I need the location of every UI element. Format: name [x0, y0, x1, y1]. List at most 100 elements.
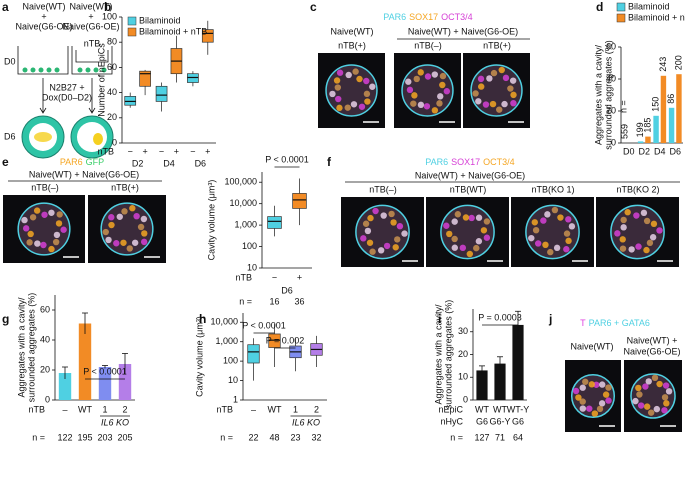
nucleus: [649, 234, 657, 241]
legend-label: Bilaminoid: [628, 1, 670, 11]
bar: [98, 367, 112, 400]
nucleus: [137, 223, 145, 231]
nucleus: [509, 77, 517, 84]
x-tick-label: D2: [638, 146, 650, 156]
nucleus: [462, 214, 470, 221]
cells: [22, 67, 107, 73]
box: [155, 85, 168, 102]
nucleus: [417, 69, 424, 76]
panel-letter: c: [310, 0, 317, 14]
nucleus: [588, 381, 595, 388]
nucleus: [557, 214, 564, 221]
nucleus: [551, 206, 559, 214]
y-tick-label: 20: [606, 105, 616, 115]
aggregate: [325, 64, 378, 117]
n-label: 71: [495, 432, 505, 442]
nucleus: [662, 382, 670, 389]
nucleus: [451, 235, 458, 243]
nucleus: [362, 220, 370, 227]
nucleus: [599, 381, 606, 388]
p-value: P < 0.0001: [83, 366, 127, 376]
nucleus: [108, 214, 115, 221]
nucleus: [489, 100, 497, 108]
nucleus: [596, 405, 604, 413]
n-label: 122: [57, 432, 72, 442]
nucleus: [563, 246, 570, 253]
well: [71, 46, 113, 75]
nucleus: [126, 245, 133, 252]
bar: [58, 373, 72, 400]
box: [187, 73, 199, 83]
n-label: 559: [619, 124, 629, 139]
bar: [653, 115, 659, 143]
nucleus: [410, 100, 417, 107]
nucleus: [113, 240, 120, 247]
nucleus: [417, 101, 425, 109]
y-tick-label: 100: [223, 356, 238, 366]
bar: [118, 364, 132, 400]
nucleus: [366, 239, 374, 246]
nucleus: [363, 90, 371, 98]
nucleus: [120, 239, 127, 246]
stain: PAR6: [60, 157, 83, 167]
nucleus: [53, 231, 61, 239]
n-label: 16: [269, 296, 279, 306]
nucleus: [459, 244, 467, 252]
nucleus: [439, 72, 447, 80]
nucleus: [619, 236, 626, 243]
x-tick-label: D2: [132, 158, 144, 168]
nucleus: [656, 227, 663, 234]
nucleus: [29, 214, 37, 221]
nucleus: [333, 77, 341, 84]
nucleus: [22, 225, 30, 232]
nucleus: [565, 216, 572, 223]
nucleus: [33, 207, 41, 214]
nucleus: [553, 244, 561, 252]
nucleus: [369, 248, 376, 255]
label: Naive(WT) + Naive(G6-OE): [408, 26, 518, 36]
nucleus: [544, 211, 551, 218]
nucleus: [619, 245, 627, 252]
row-label: nHyC: [440, 416, 463, 426]
nucleus: [102, 228, 109, 236]
bar: [660, 75, 667, 143]
n-label: 64: [513, 432, 523, 442]
nucleus: [406, 86, 414, 94]
row-label: nTB: [235, 272, 252, 282]
nucleus: [661, 407, 668, 414]
n-label: 185: [642, 118, 652, 133]
x-tick-label: WT: [475, 404, 489, 414]
y-tick-label: 60: [107, 62, 117, 72]
nucleus: [336, 69, 344, 76]
panel-letter: f: [327, 155, 332, 169]
x-tick-label: 1: [102, 404, 107, 414]
nucleus: [116, 213, 123, 220]
label: nTB(+): [483, 40, 511, 50]
nucleus: [121, 208, 128, 215]
label: D6: [4, 131, 16, 141]
group-label: IL6 KO: [101, 417, 129, 427]
nucleus: [380, 212, 387, 219]
legend-swatch: [127, 27, 137, 37]
n-label: 22: [248, 432, 258, 442]
y-tick-label: 100: [242, 241, 257, 251]
nucleus: [356, 75, 363, 83]
nucleus: [643, 246, 650, 254]
nucleus: [477, 75, 485, 83]
nucleus: [643, 217, 651, 225]
nucleus: [651, 374, 659, 382]
nucleus: [663, 400, 670, 407]
nucleus: [411, 92, 418, 99]
label: Naive(WT) + Naive(G6-OE): [415, 170, 525, 180]
x-tick-label: D4: [163, 158, 175, 168]
p-value: P < 0.0001: [265, 154, 309, 164]
y-tick-label: 0: [112, 137, 117, 147]
n-label: 205: [117, 432, 132, 442]
nucleus: [647, 409, 655, 416]
stain: SOX17: [409, 12, 438, 22]
y-axis-label: Aggregates with a cavity/: [593, 44, 603, 145]
x-tick-label: +: [205, 146, 210, 156]
legend-swatch: [616, 13, 626, 23]
bar: [494, 363, 506, 400]
